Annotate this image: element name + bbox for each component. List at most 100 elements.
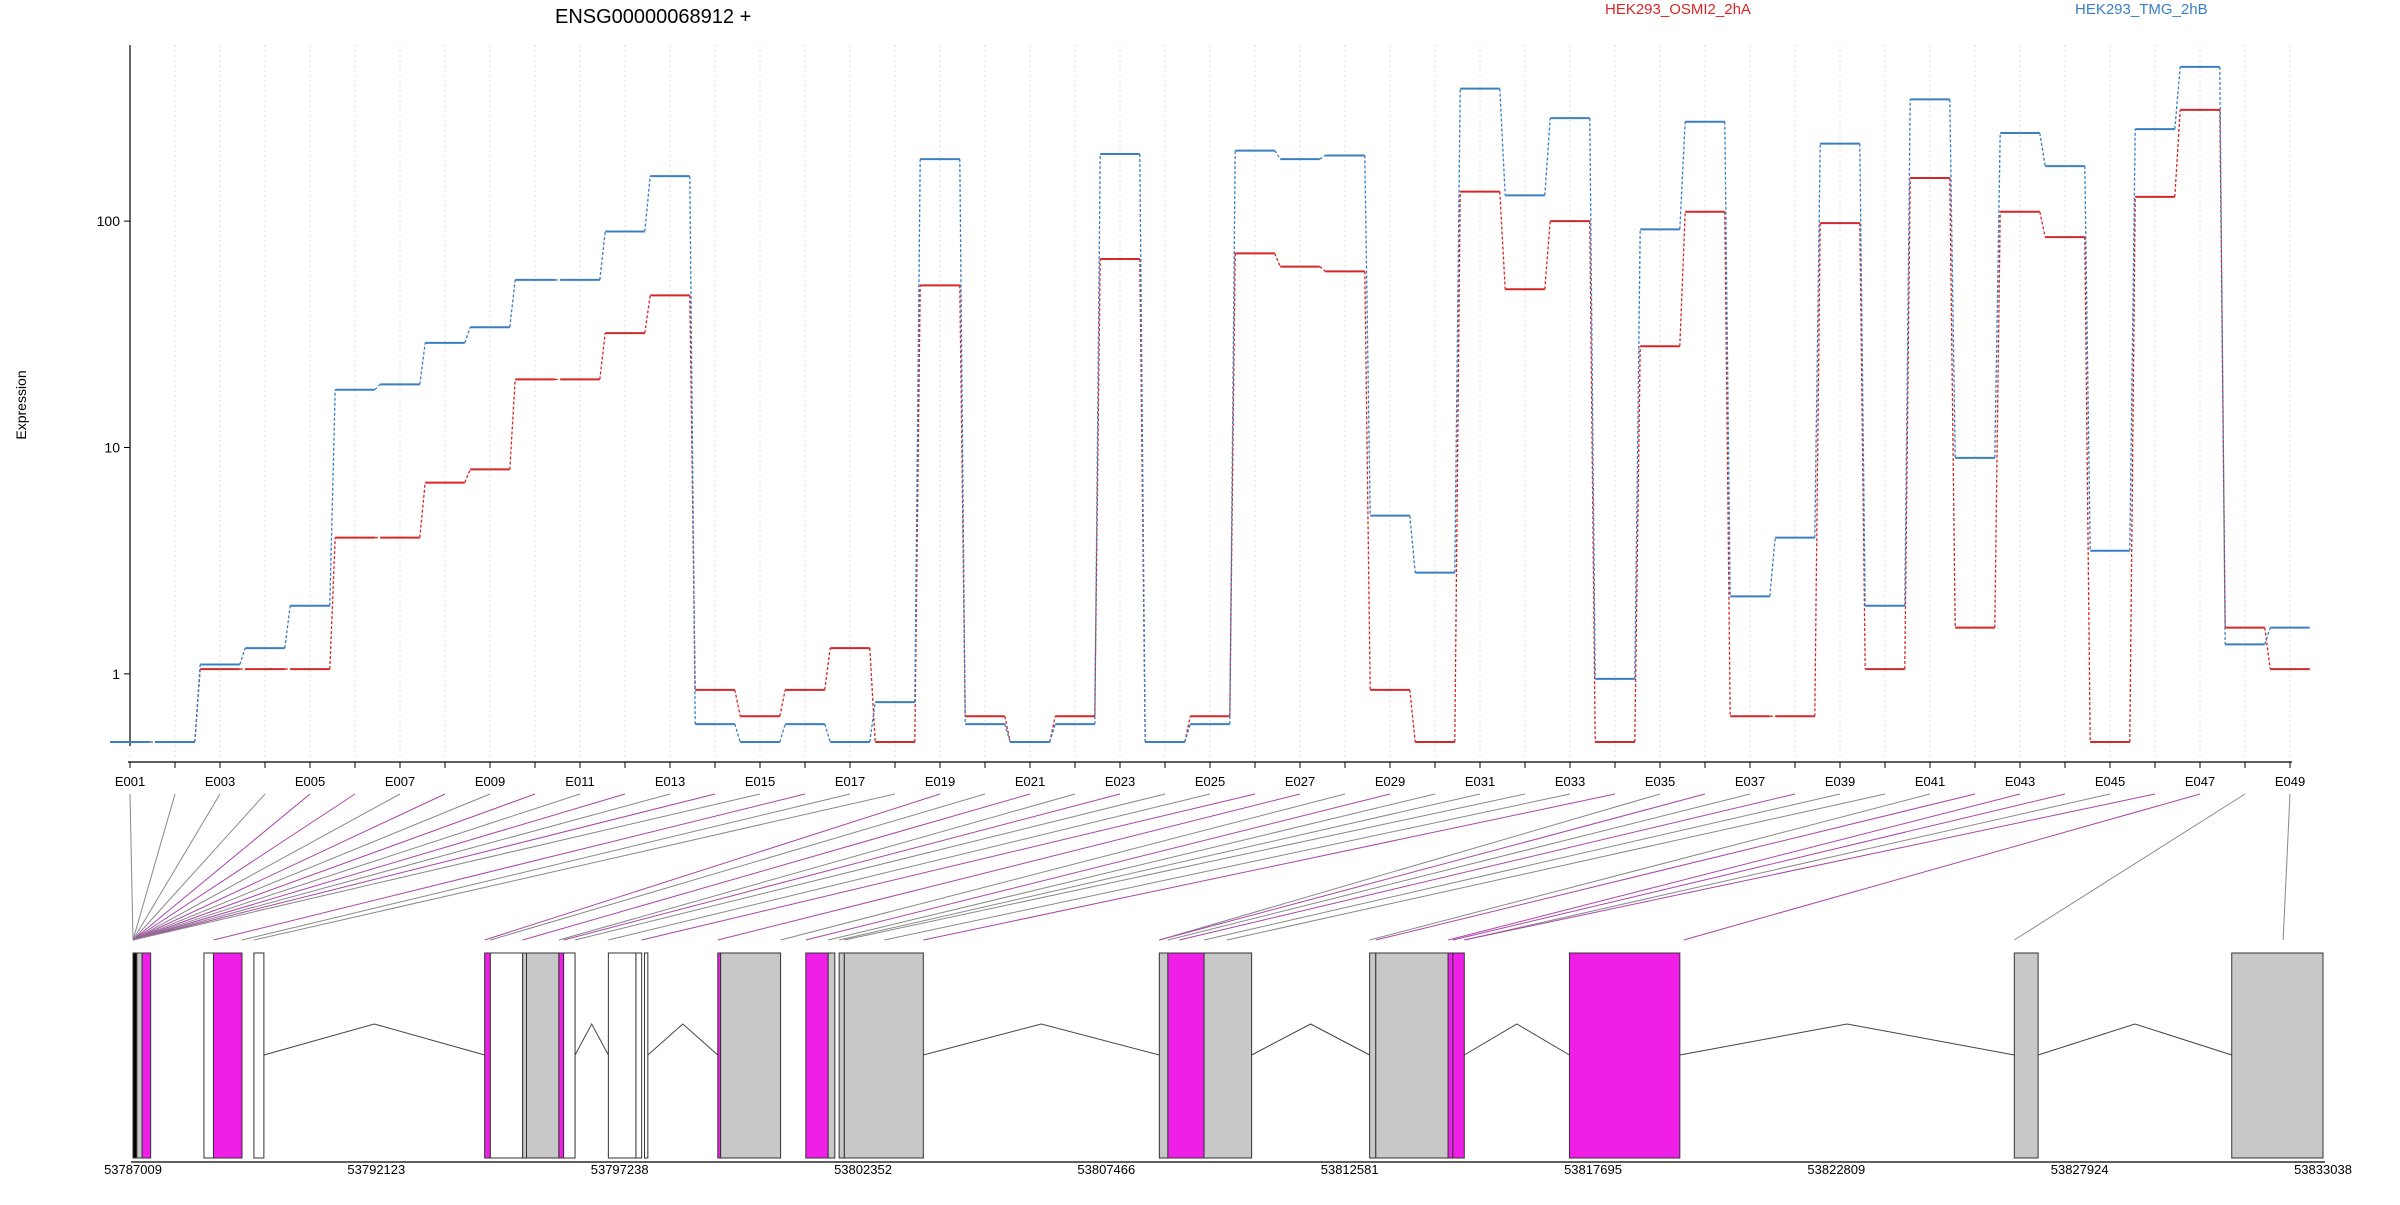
exon-box bbox=[489, 952, 524, 1159]
exon-box bbox=[827, 952, 836, 1159]
series-step-link bbox=[1859, 143, 1866, 606]
exon-connector bbox=[132, 793, 311, 941]
x-tick-label: E023 bbox=[1105, 774, 1135, 789]
series-step-link bbox=[1454, 88, 1461, 573]
exon-connector bbox=[1683, 793, 2201, 941]
series-step-link bbox=[599, 333, 606, 380]
exon-box bbox=[484, 952, 491, 1159]
series-step-link bbox=[464, 326, 471, 344]
series-step-link bbox=[284, 605, 291, 649]
series-step-link bbox=[689, 176, 696, 725]
x-tick-label: E009 bbox=[475, 774, 505, 789]
series-step-link bbox=[1589, 221, 1596, 743]
exon-connector bbox=[1447, 793, 2021, 941]
exon-connector bbox=[563, 793, 1121, 941]
x-tick-label: E045 bbox=[2095, 774, 2125, 789]
exon-connector bbox=[132, 793, 716, 941]
exon-connector bbox=[522, 793, 1031, 941]
series-step-link bbox=[509, 279, 516, 328]
series-step-link bbox=[1589, 118, 1596, 679]
series-step-link bbox=[824, 723, 831, 743]
exon-connector bbox=[132, 793, 491, 941]
intron-line bbox=[2037, 1023, 2232, 1056]
exon-box bbox=[838, 952, 845, 1159]
x-tick-label: E031 bbox=[1465, 774, 1495, 789]
series-step-link bbox=[1499, 191, 1506, 290]
intron-line bbox=[574, 1022, 609, 1056]
coordinate-label: 53822809 bbox=[1807, 1162, 1865, 1177]
series-step-link bbox=[1364, 155, 1371, 516]
series-step-link bbox=[1814, 143, 1821, 538]
exon-box bbox=[1375, 952, 1449, 1159]
intron-line bbox=[647, 1023, 719, 1056]
exon-box bbox=[2231, 952, 2324, 1159]
series-step-link bbox=[1544, 118, 1551, 196]
exon-box bbox=[563, 952, 576, 1159]
x-tick-label: E033 bbox=[1555, 774, 1585, 789]
series-step-link bbox=[419, 482, 426, 538]
series-step-link bbox=[734, 689, 741, 717]
intron-line bbox=[1251, 1023, 1370, 1056]
exon-connector bbox=[132, 793, 356, 941]
series-step-link bbox=[1634, 229, 1641, 679]
exon-connector bbox=[1167, 793, 1751, 941]
intron-line bbox=[1464, 1023, 1570, 1056]
x-tick-label: E017 bbox=[835, 774, 865, 789]
series-step-link bbox=[1994, 211, 2001, 628]
intron-line bbox=[923, 1023, 1160, 1056]
x-tick-label: E005 bbox=[295, 774, 325, 789]
exon-connector bbox=[828, 793, 1436, 941]
series-step-link bbox=[1679, 121, 1686, 230]
x-tick-label: E021 bbox=[1015, 774, 1045, 789]
series-step-link bbox=[2174, 66, 2181, 130]
x-tick-label: E001 bbox=[115, 774, 145, 789]
exon-connector bbox=[1159, 793, 1661, 941]
series-step-link bbox=[824, 647, 831, 690]
exon-box bbox=[644, 952, 649, 1159]
series-step-link bbox=[2039, 211, 2046, 238]
x-tick-label: E007 bbox=[385, 774, 415, 789]
series-step-link bbox=[1409, 689, 1416, 743]
exon-box bbox=[522, 952, 528, 1159]
series-step-link bbox=[644, 176, 651, 232]
exon-connector bbox=[1203, 793, 1841, 941]
exon-box bbox=[526, 952, 560, 1159]
series-step-link bbox=[599, 231, 606, 280]
series-step-link bbox=[2039, 132, 2046, 167]
series-step-link bbox=[419, 342, 426, 385]
exon-connector bbox=[574, 793, 1166, 941]
y-axis-label: Expression bbox=[13, 370, 29, 439]
exon-box bbox=[805, 952, 829, 1159]
series-step-link bbox=[1049, 716, 1056, 743]
exon-box bbox=[1452, 952, 1465, 1159]
exon-box bbox=[203, 952, 214, 1159]
exon-connector bbox=[717, 793, 1301, 941]
x-tick-label: E035 bbox=[1645, 774, 1675, 789]
series-step-link bbox=[734, 723, 741, 743]
exon-box bbox=[136, 952, 143, 1159]
coordinate-label: 53807466 bbox=[1077, 1162, 1135, 1177]
exon-connector bbox=[2014, 793, 2246, 941]
exon-connector bbox=[132, 793, 626, 941]
exon-box bbox=[1369, 952, 1377, 1159]
series-step-link bbox=[1094, 153, 1101, 725]
series-step-link bbox=[869, 702, 876, 743]
series-1 bbox=[110, 108, 2310, 743]
exon-connector bbox=[132, 793, 536, 941]
series-step-link bbox=[239, 647, 246, 665]
series-step-link bbox=[1184, 716, 1191, 743]
series-step-link bbox=[914, 285, 921, 743]
series-step-link bbox=[1904, 178, 1911, 670]
exon-connector bbox=[132, 793, 266, 941]
series-step-link bbox=[1499, 88, 1506, 196]
exon-connector bbox=[608, 793, 1211, 941]
exon-connector bbox=[132, 793, 221, 941]
series-step-link bbox=[374, 383, 381, 391]
series-step-link bbox=[1319, 266, 1326, 272]
exon-connector bbox=[923, 793, 1616, 941]
series-step-link bbox=[914, 159, 921, 703]
series-step-link bbox=[1814, 223, 1821, 717]
exon-connector bbox=[253, 793, 896, 941]
